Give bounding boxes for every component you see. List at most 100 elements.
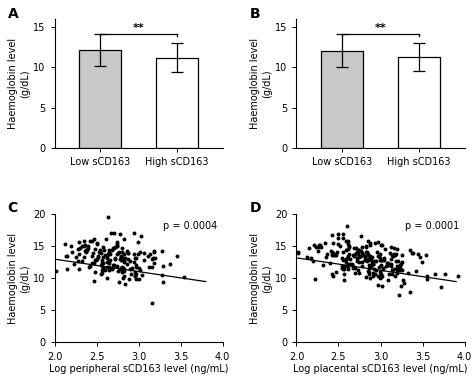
Point (408, 250, 416, 256)
Point (76, 266, 83, 272)
Point (365, 262, 373, 269)
Bar (321, 51, 363, 147)
Point (383, 260, 391, 266)
Point (119, 265, 127, 272)
Point (100, 254, 107, 260)
Point (390, 251, 398, 257)
Point (332, 252, 340, 258)
Point (345, 246, 352, 252)
Point (81, 248, 89, 254)
Point (392, 252, 399, 258)
Point (101, 267, 109, 273)
Point (62, 253, 69, 259)
Point (363, 258, 371, 264)
Point (393, 265, 401, 272)
Point (103, 255, 110, 261)
Text: **: ** (133, 22, 145, 33)
Point (106, 251, 114, 257)
Point (359, 252, 367, 259)
Point (63, 266, 71, 272)
Point (358, 259, 365, 265)
Point (130, 250, 138, 257)
Point (374, 239, 382, 245)
Point (104, 214, 111, 221)
Point (384, 277, 392, 283)
Point (316, 242, 323, 248)
Point (379, 283, 386, 289)
Point (83, 247, 91, 253)
Point (364, 267, 372, 274)
Point (376, 251, 383, 257)
Point (173, 253, 181, 259)
Point (355, 267, 362, 274)
Point (109, 264, 117, 270)
Point (116, 279, 123, 286)
Point (367, 263, 375, 269)
Point (120, 266, 128, 272)
Point (357, 233, 365, 239)
Point (144, 253, 152, 259)
Point (342, 238, 350, 244)
Point (116, 231, 123, 237)
X-axis label: Log placental sCD163 level (ng/mL): Log placental sCD163 level (ng/mL) (293, 364, 468, 374)
Point (131, 269, 139, 275)
Point (374, 272, 382, 279)
Point (95, 249, 102, 255)
Point (132, 273, 139, 279)
Point (363, 256, 370, 262)
Point (353, 258, 360, 264)
Point (74, 257, 82, 264)
Point (357, 247, 365, 253)
Point (97, 250, 105, 256)
Point (96, 247, 104, 253)
Point (368, 254, 376, 260)
Point (340, 276, 347, 283)
Point (416, 254, 423, 260)
Point (422, 252, 429, 258)
Point (130, 230, 137, 236)
Point (136, 276, 143, 283)
Point (322, 240, 329, 246)
Point (352, 270, 359, 276)
Point (120, 272, 128, 279)
Point (358, 244, 366, 250)
Y-axis label: Haemoglobin level
(g/dL): Haemoglobin level (g/dL) (8, 233, 30, 324)
Y-axis label: Haemoglobin level
(g/dL): Haemoglobin level (g/dL) (8, 38, 30, 129)
Point (88, 260, 96, 266)
Point (391, 273, 399, 279)
Point (342, 256, 349, 262)
Point (309, 258, 317, 264)
Point (350, 253, 358, 259)
Point (368, 260, 375, 266)
Point (99, 257, 106, 263)
Point (137, 267, 144, 273)
Point (75, 250, 83, 257)
Point (362, 253, 369, 259)
Point (346, 243, 353, 249)
Point (105, 251, 112, 257)
Point (136, 265, 143, 271)
Point (131, 255, 138, 262)
Point (351, 265, 358, 271)
Text: **: ** (374, 22, 386, 33)
Point (370, 261, 377, 267)
Point (130, 259, 138, 265)
Point (393, 245, 401, 252)
Point (377, 271, 385, 277)
Point (350, 252, 358, 258)
Point (123, 261, 131, 267)
Point (377, 242, 384, 248)
Point (343, 223, 351, 229)
Point (353, 245, 360, 251)
Point (381, 255, 388, 261)
Point (394, 258, 402, 264)
Point (118, 269, 125, 275)
Point (113, 243, 120, 249)
Point (294, 249, 302, 255)
Point (119, 265, 127, 271)
Point (371, 271, 379, 277)
Point (362, 243, 369, 249)
Point (151, 255, 159, 261)
Point (379, 257, 386, 263)
Point (374, 282, 382, 288)
